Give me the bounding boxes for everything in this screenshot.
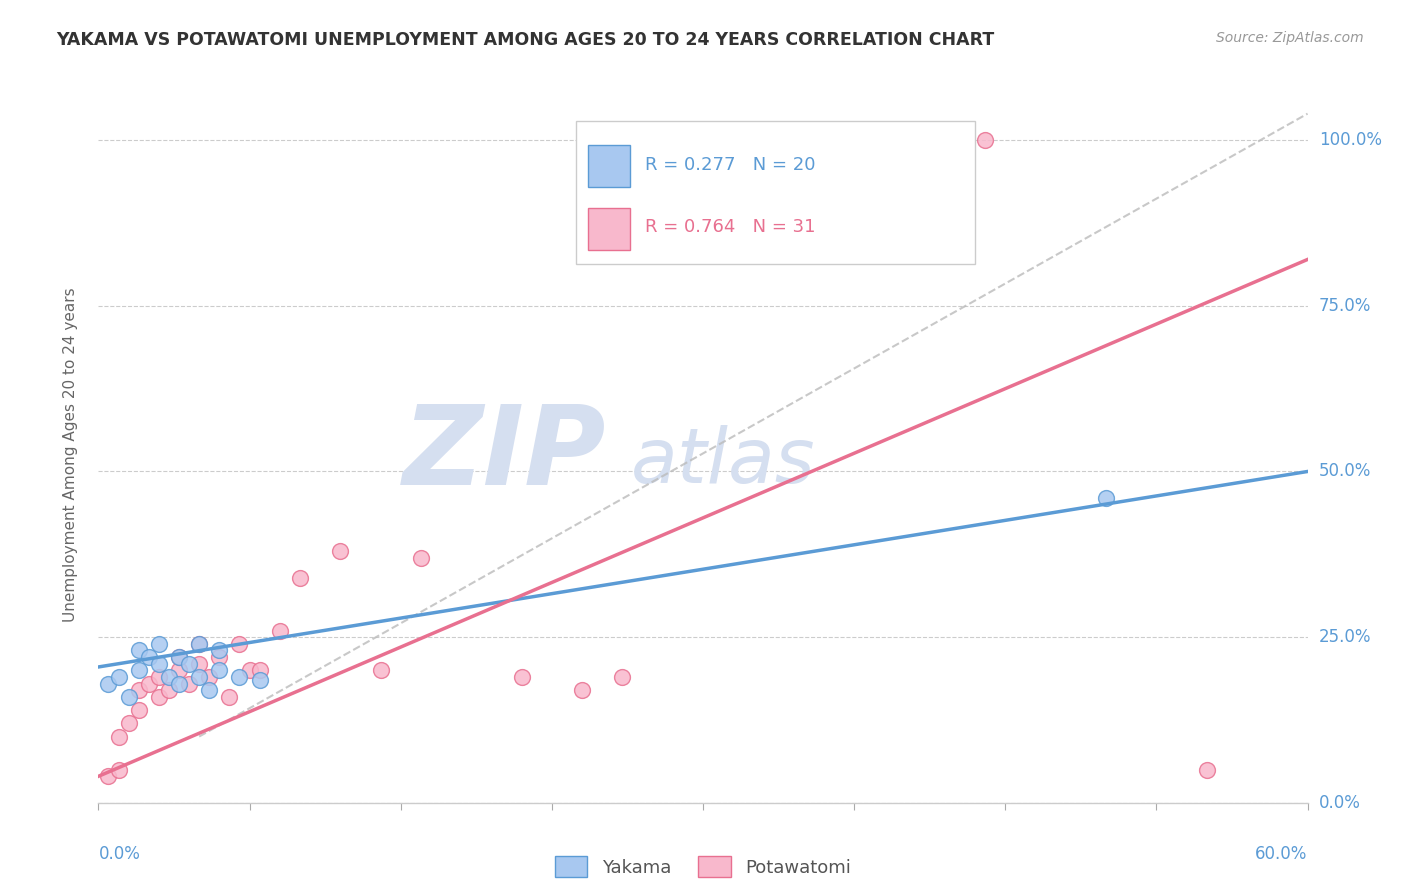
Point xyxy=(128,683,150,698)
Point xyxy=(118,716,141,731)
Text: 0.0%: 0.0% xyxy=(98,845,141,863)
Point xyxy=(167,676,190,690)
FancyBboxPatch shape xyxy=(588,145,630,187)
Point xyxy=(157,683,180,698)
Point xyxy=(128,703,150,717)
Point xyxy=(288,570,311,584)
Point xyxy=(571,683,593,698)
Point xyxy=(370,663,392,677)
Point xyxy=(974,133,997,147)
Point xyxy=(118,690,141,704)
Point xyxy=(249,673,271,688)
Legend: Yakama, Potawatomi: Yakama, Potawatomi xyxy=(548,849,858,884)
Text: ZIP: ZIP xyxy=(402,401,606,508)
Point xyxy=(228,637,250,651)
Point xyxy=(188,670,211,684)
Point xyxy=(167,650,190,665)
Point xyxy=(249,663,271,677)
Point xyxy=(612,670,634,684)
Text: 100.0%: 100.0% xyxy=(1319,131,1382,149)
Point xyxy=(138,676,160,690)
Point xyxy=(409,550,432,565)
Point xyxy=(157,670,180,684)
Point xyxy=(208,663,231,677)
Point xyxy=(269,624,291,638)
Point xyxy=(218,690,240,704)
Text: Source: ZipAtlas.com: Source: ZipAtlas.com xyxy=(1216,31,1364,45)
Point xyxy=(138,650,160,665)
Point xyxy=(228,670,250,684)
Y-axis label: Unemployment Among Ages 20 to 24 years: Unemployment Among Ages 20 to 24 years xyxy=(63,287,77,623)
Text: 50.0%: 50.0% xyxy=(1319,462,1371,481)
Point xyxy=(208,643,231,657)
Text: 60.0%: 60.0% xyxy=(1256,845,1308,863)
Point xyxy=(177,676,201,690)
FancyBboxPatch shape xyxy=(576,121,976,264)
Point xyxy=(107,670,129,684)
FancyBboxPatch shape xyxy=(588,208,630,250)
Point xyxy=(239,663,262,677)
Point xyxy=(148,637,170,651)
Text: R = 0.764   N = 31: R = 0.764 N = 31 xyxy=(645,219,815,236)
Point xyxy=(128,663,150,677)
Text: 75.0%: 75.0% xyxy=(1319,297,1371,315)
Point xyxy=(177,657,201,671)
Point xyxy=(1195,763,1218,777)
Point xyxy=(128,643,150,657)
Point xyxy=(167,650,190,665)
Point xyxy=(148,657,170,671)
Text: R = 0.277   N = 20: R = 0.277 N = 20 xyxy=(645,156,815,174)
Point xyxy=(208,650,231,665)
Point xyxy=(510,670,533,684)
Point xyxy=(188,637,211,651)
Text: 0.0%: 0.0% xyxy=(1319,794,1361,812)
Text: 25.0%: 25.0% xyxy=(1319,628,1371,646)
Point xyxy=(198,683,221,698)
Point xyxy=(167,663,190,677)
Point xyxy=(1095,491,1118,505)
Point xyxy=(188,637,211,651)
Point xyxy=(198,670,221,684)
Text: YAKAMA VS POTAWATOMI UNEMPLOYMENT AMONG AGES 20 TO 24 YEARS CORRELATION CHART: YAKAMA VS POTAWATOMI UNEMPLOYMENT AMONG … xyxy=(56,31,994,49)
Point xyxy=(97,769,120,783)
Point xyxy=(148,690,170,704)
Point xyxy=(329,544,352,558)
Point xyxy=(97,676,120,690)
Point xyxy=(148,670,170,684)
Point xyxy=(107,763,129,777)
Text: atlas: atlas xyxy=(630,425,815,499)
Point xyxy=(188,657,211,671)
Point xyxy=(107,730,129,744)
